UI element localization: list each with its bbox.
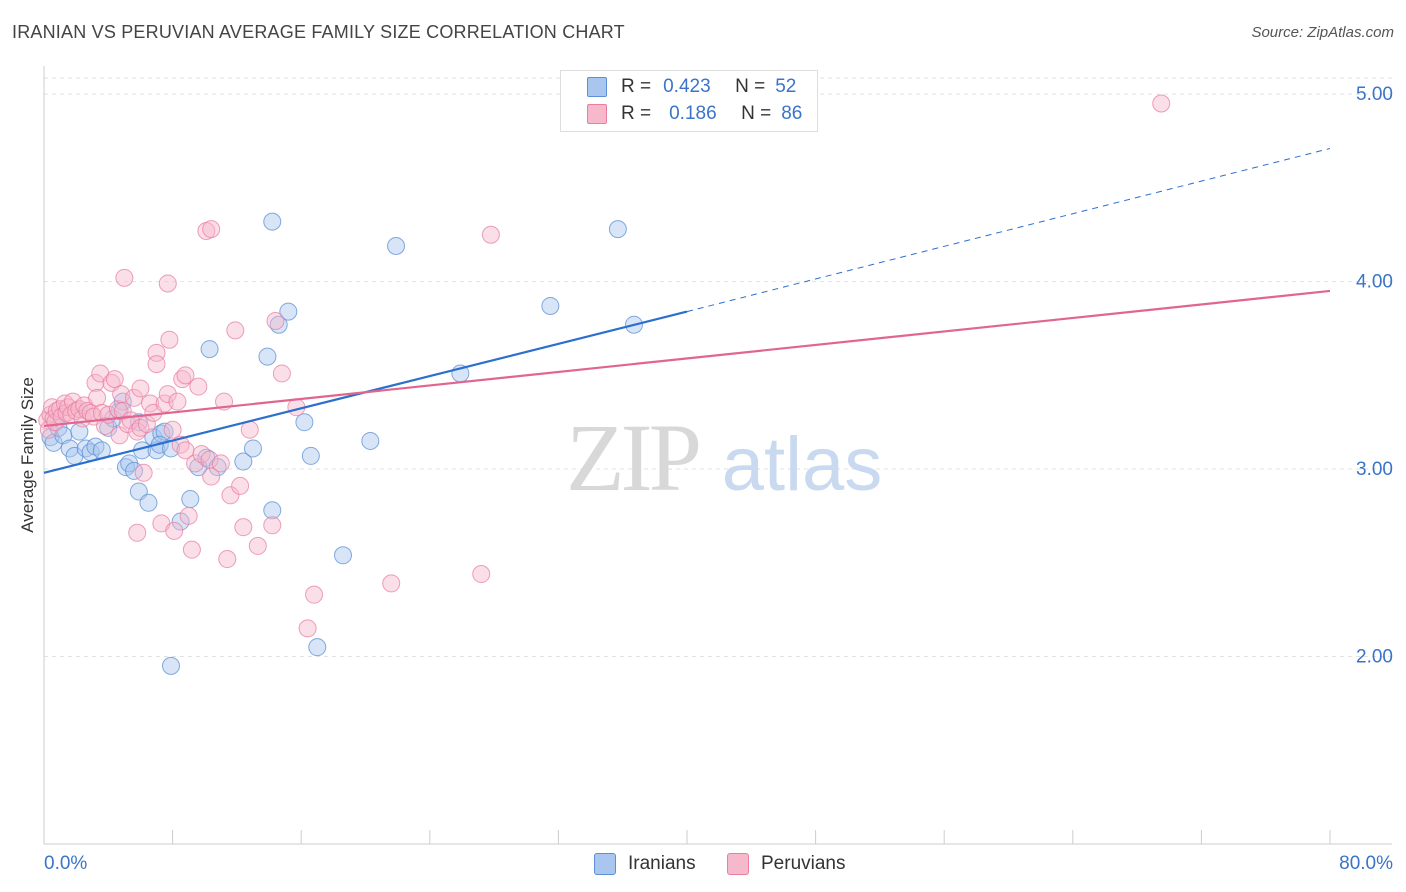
point-peruvians bbox=[272, 364, 291, 383]
bottom-legend-iranians: Iranians bbox=[594, 852, 696, 876]
point-peruvians bbox=[186, 454, 205, 473]
trendline-extension-iranians bbox=[686, 148, 1331, 313]
y-tick-label: 5.00 bbox=[1356, 84, 1393, 105]
legend-swatch-iranians bbox=[587, 77, 607, 97]
point-iranians bbox=[234, 452, 253, 471]
point-iranians bbox=[139, 493, 158, 512]
point-peruvians bbox=[141, 394, 160, 413]
point-iranians bbox=[263, 212, 282, 231]
bottom-legend-label-iranians: Iranians bbox=[628, 853, 696, 874]
point-peruvians bbox=[168, 392, 187, 411]
point-iranians bbox=[181, 490, 200, 509]
legend-row-peruvians: R = 0.186 N = 86 bbox=[587, 102, 802, 126]
point-peruvians bbox=[125, 388, 144, 407]
point-peruvians bbox=[115, 268, 134, 287]
x-tick-label-max: 80.0% bbox=[1339, 853, 1393, 874]
axes bbox=[43, 66, 1392, 845]
point-peruvians bbox=[179, 506, 198, 525]
y-tick-label: 4.00 bbox=[1356, 272, 1393, 293]
legend-row-iranians: R = 0.423 N = 52 bbox=[587, 75, 796, 99]
point-iranians bbox=[301, 446, 320, 465]
bottom-legend-swatch-iranians bbox=[594, 853, 616, 875]
point-peruvians bbox=[134, 463, 153, 482]
point-peruvians bbox=[202, 467, 221, 486]
watermark-zip: ZIP bbox=[566, 404, 699, 511]
point-peruvians bbox=[382, 574, 401, 593]
watermark-atlas: atlas bbox=[722, 422, 883, 507]
point-iranians bbox=[308, 638, 327, 657]
point-iranians bbox=[387, 236, 406, 255]
legend-r-value-peruvians: 0.186 bbox=[669, 103, 717, 124]
legend-swatch-peruvians bbox=[587, 104, 607, 124]
point-iranians bbox=[258, 347, 277, 366]
point-peruvians bbox=[221, 486, 240, 505]
point-peruvians bbox=[86, 373, 105, 392]
legend-n-value-iranians: 52 bbox=[775, 76, 797, 97]
legend-r-label: R = bbox=[621, 76, 652, 97]
point-iranians bbox=[333, 546, 352, 565]
watermark: ZIP atlas bbox=[566, 404, 882, 511]
point-peruvians bbox=[96, 416, 115, 435]
point-peruvians bbox=[165, 521, 184, 540]
point-peruvians bbox=[298, 619, 317, 638]
point-iranians bbox=[243, 439, 262, 458]
point-peruvians bbox=[63, 392, 82, 411]
point-peruvians bbox=[202, 220, 221, 239]
point-peruvians bbox=[160, 330, 179, 349]
point-peruvians bbox=[472, 565, 491, 584]
legend-n-value-peruvians: 86 bbox=[781, 103, 803, 124]
point-peruvians bbox=[131, 379, 150, 398]
y-tick-label: 2.00 bbox=[1356, 647, 1393, 668]
point-peruvians bbox=[105, 370, 124, 389]
legend-n-label: N = bbox=[741, 103, 772, 124]
point-peruvians bbox=[128, 523, 147, 542]
point-iranians bbox=[279, 302, 298, 321]
point-peruvians bbox=[226, 321, 245, 340]
point-peruvians bbox=[266, 311, 285, 330]
x-tick-label-min: 0.0% bbox=[44, 853, 87, 874]
point-peruvians bbox=[158, 274, 177, 293]
point-iranians bbox=[361, 431, 380, 450]
point-iranians bbox=[161, 656, 180, 675]
grid-lines bbox=[44, 77, 1392, 658]
y-tick-label: 3.00 bbox=[1356, 459, 1393, 480]
point-iranians bbox=[608, 220, 627, 239]
point-iranians bbox=[263, 501, 282, 520]
point-peruvians bbox=[1152, 94, 1171, 113]
point-iranians bbox=[295, 413, 314, 432]
point-peruvians bbox=[248, 536, 267, 555]
point-peruvians bbox=[481, 225, 500, 244]
point-peruvians bbox=[231, 476, 250, 495]
tick-labels: 2.00 3.00 4.00 5.00 0.0% 80.0% bbox=[44, 84, 1393, 874]
chart-title: IRANIAN VS PERUVIAN AVERAGE FAMILY SIZE … bbox=[12, 22, 625, 42]
chart-source: Source: ZipAtlas.com bbox=[1251, 24, 1394, 41]
point-peruvians bbox=[147, 355, 166, 374]
point-peruvians bbox=[263, 516, 282, 535]
point-peruvians bbox=[234, 518, 253, 537]
point-peruvians bbox=[176, 366, 195, 385]
point-peruvians bbox=[218, 550, 237, 569]
point-peruvians bbox=[189, 377, 208, 396]
legend-r-value-iranians: 0.423 bbox=[663, 76, 711, 97]
legend-n-label: N = bbox=[735, 76, 766, 97]
trendline-peruvians bbox=[43, 289, 1331, 428]
bottom-legend-peruvians: Peruvians bbox=[727, 852, 846, 876]
point-peruvians bbox=[182, 540, 201, 559]
y-axis-label: Average Family Size bbox=[18, 377, 37, 533]
legend-r-label: R = bbox=[621, 103, 652, 124]
point-peruvians bbox=[88, 388, 107, 407]
point-peruvians bbox=[305, 585, 324, 604]
correlation-legend: R = 0.423 N = 52 R = 0.186 N = 86 bbox=[560, 70, 818, 132]
point-iranians bbox=[152, 424, 171, 443]
trend-lines bbox=[43, 148, 1331, 474]
point-iranians bbox=[200, 340, 219, 359]
bottom-legend-label-peruvians: Peruvians bbox=[761, 853, 846, 874]
point-peruvians bbox=[158, 385, 177, 404]
bottom-legend-swatch-peruvians bbox=[727, 853, 749, 875]
data-points bbox=[38, 94, 1171, 675]
point-iranians bbox=[541, 296, 560, 315]
point-peruvians bbox=[211, 454, 230, 473]
point-peruvians bbox=[163, 420, 182, 439]
